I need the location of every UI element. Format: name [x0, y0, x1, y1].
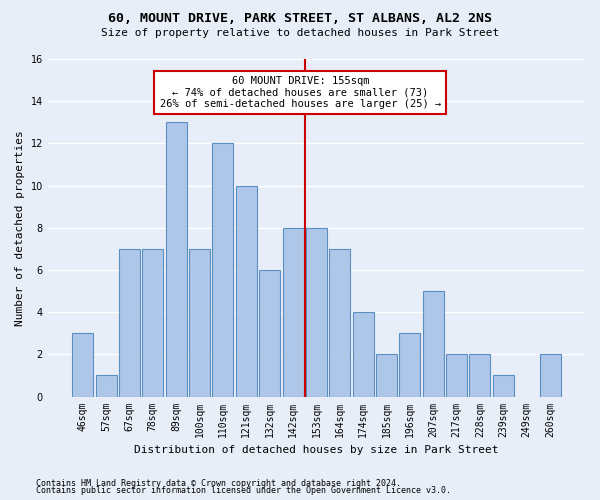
- Text: 60 MOUNT DRIVE: 155sqm
← 74% of detached houses are smaller (73)
26% of semi-det: 60 MOUNT DRIVE: 155sqm ← 74% of detached…: [160, 76, 441, 109]
- Bar: [259, 270, 280, 396]
- Bar: [119, 249, 140, 396]
- Bar: [329, 249, 350, 396]
- Bar: [72, 334, 93, 396]
- Text: Contains public sector information licensed under the Open Government Licence v3: Contains public sector information licen…: [36, 486, 451, 495]
- Bar: [166, 122, 187, 396]
- Bar: [142, 249, 163, 396]
- X-axis label: Distribution of detached houses by size in Park Street: Distribution of detached houses by size …: [134, 445, 499, 455]
- Bar: [212, 144, 233, 396]
- Y-axis label: Number of detached properties: Number of detached properties: [15, 130, 25, 326]
- Bar: [539, 354, 560, 397]
- Bar: [493, 376, 514, 396]
- Bar: [469, 354, 490, 397]
- Bar: [283, 228, 304, 396]
- Bar: [400, 334, 421, 396]
- Bar: [423, 291, 444, 397]
- Bar: [189, 249, 210, 396]
- Text: 60, MOUNT DRIVE, PARK STREET, ST ALBANS, AL2 2NS: 60, MOUNT DRIVE, PARK STREET, ST ALBANS,…: [108, 12, 492, 26]
- Text: Size of property relative to detached houses in Park Street: Size of property relative to detached ho…: [101, 28, 499, 38]
- Bar: [236, 186, 257, 396]
- Text: Contains HM Land Registry data © Crown copyright and database right 2024.: Contains HM Land Registry data © Crown c…: [36, 478, 401, 488]
- Bar: [376, 354, 397, 397]
- Bar: [95, 376, 116, 396]
- Bar: [353, 312, 374, 396]
- Bar: [306, 228, 327, 396]
- Bar: [446, 354, 467, 397]
